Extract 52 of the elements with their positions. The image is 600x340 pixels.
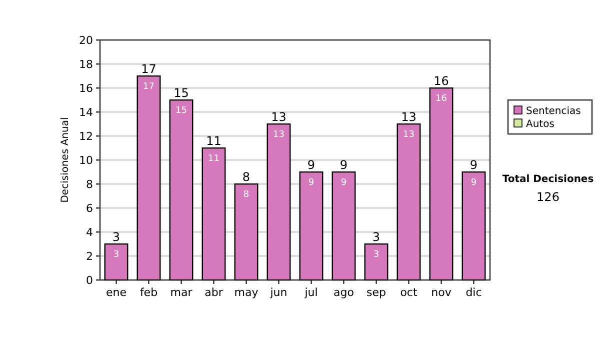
annotation: 9 [340,178,347,188]
x-tick-label: feb [140,286,158,299]
data-label: 11 [206,134,222,148]
data-label: 3 [372,230,380,244]
text: Total Decisiones [502,174,594,185]
legend-label: Autos [526,119,554,130]
legend-label: Sentencias [526,106,581,117]
y-tick-label: 8 [86,178,93,191]
x-tick-label: jul [304,286,318,299]
annotation: 8 [243,190,250,200]
data-label: 8 [242,170,250,184]
annotation: 3 [373,250,380,260]
data-label: 16 [434,74,449,88]
y-tick-label: 6 [86,202,93,215]
y-tick-label: 0 [86,274,93,287]
x-tick-label: may [234,286,259,299]
x-tick-label: abr [204,286,224,299]
y-tick-label: 18 [79,58,93,71]
x-tick-label: oct [400,286,418,299]
y-tick-label: 10 [79,154,93,167]
x-tick-label: jun [269,286,288,299]
annotation: 3 [113,250,120,260]
y-tick-label: 16 [79,82,93,95]
annotation: 13 [403,130,414,140]
x-tick-label: sep [366,286,386,299]
annotation: 11 [208,154,220,164]
data-label: 9 [470,158,478,172]
data-label: 13 [401,110,416,124]
annotation: 15 [176,106,187,116]
y-tick-label: 2 [86,250,93,263]
y-tick-label: 4 [86,226,93,239]
data-label: 9 [340,158,348,172]
text: 126 [536,190,560,204]
annotation: 13 [273,130,284,140]
data-label: 13 [271,110,286,124]
y-tick-label: 12 [79,130,93,143]
annotation: 17 [143,82,154,92]
data-label: 15 [174,86,189,100]
y-tick-label: 14 [79,106,93,119]
annotation: 9 [308,178,314,188]
x-tick-label: ene [106,286,127,299]
x-tick-label: nov [431,286,452,299]
x-tick-label: mar [170,286,193,299]
data-label: 3 [112,230,120,244]
annotation: 16 [436,94,448,104]
data-label: 9 [307,158,316,172]
y-axis-title: Decisiones Anual [60,117,71,203]
x-tick-label: ago [334,286,354,299]
data-label: 17 [141,62,156,76]
annotation: 9 [470,178,477,188]
x-tick-label: dic [466,286,482,299]
y-tick-label: 20 [79,34,93,47]
